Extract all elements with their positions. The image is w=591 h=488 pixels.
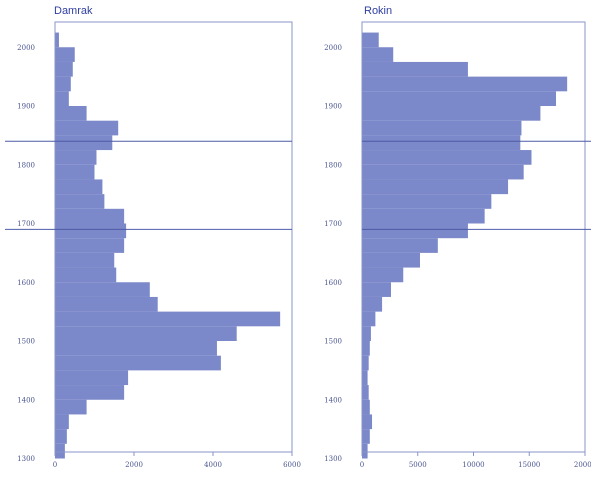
- y-tick-label: 1600: [324, 279, 342, 287]
- bar-damrak-1325: [55, 429, 67, 444]
- bar-damrak-1425: [55, 370, 129, 386]
- bar-damrak-1300: [55, 443, 65, 459]
- x-tick-label: 6000: [283, 461, 301, 469]
- bar-rokin-1475: [362, 341, 370, 356]
- bar-damrak-1675: [55, 223, 127, 239]
- plot-frame: [54, 21, 293, 453]
- bar-damrak-1950: [55, 61, 73, 77]
- bar-rokin-1800: [362, 150, 532, 165]
- bar-rokin-1575: [362, 282, 391, 297]
- bar-rokin-1700: [362, 208, 485, 224]
- bar-rokin-1750: [362, 179, 509, 195]
- bar-damrak-1875: [55, 106, 87, 121]
- x-tick-label: 5000: [409, 461, 427, 469]
- bar-rokin-1350: [362, 414, 373, 430]
- bar-rokin-1725: [362, 194, 492, 209]
- bar-damrak-1375: [55, 399, 87, 415]
- bar-damrak-1700: [55, 208, 125, 224]
- bar-damrak-1825: [55, 135, 113, 151]
- bar-damrak-1550: [55, 296, 158, 312]
- x-tick-label: 0: [53, 461, 57, 469]
- bar-damrak-1900: [55, 91, 69, 106]
- bar-rokin-1650: [362, 238, 438, 253]
- y-tick-label: 1600: [17, 279, 35, 287]
- bar-rokin-1375: [362, 399, 370, 415]
- x-tick-label: 4000: [204, 461, 222, 469]
- y-tick-label: 2000: [17, 44, 35, 52]
- bar-rokin-1900: [362, 91, 557, 106]
- bar-damrak-1800: [55, 150, 97, 165]
- bar-damrak-1525: [55, 311, 281, 327]
- x-tick-label: 2000: [125, 461, 143, 469]
- y-tick-label: 1300: [324, 455, 342, 463]
- bar-damrak-1400: [55, 385, 125, 400]
- y-tick-label: 1900: [324, 103, 342, 111]
- bar-rokin-1925: [362, 76, 568, 92]
- rokin-chart-title: Rokin: [364, 5, 392, 17]
- bar-rokin-1325: [362, 429, 370, 444]
- bar-damrak-1975: [55, 47, 75, 62]
- bar-rokin-1500: [362, 326, 371, 341]
- bar-damrak-1850: [55, 120, 119, 136]
- bar-damrak-1575: [55, 282, 150, 297]
- y-tick-label: 1400: [324, 396, 342, 404]
- bar-rokin-1525: [362, 311, 376, 327]
- bar-damrak-1650: [55, 238, 125, 253]
- bar-rokin-1875: [362, 106, 541, 121]
- y-tick-label: 2000: [324, 44, 342, 52]
- bar-rokin-1425: [362, 370, 368, 386]
- bar-damrak-1500: [55, 326, 237, 341]
- y-tick-label: 1500: [324, 338, 342, 346]
- bar-rokin-1675: [362, 223, 468, 239]
- bar-rokin-1625: [362, 252, 420, 268]
- bar-rokin-1975: [362, 47, 394, 62]
- chart-panel-damrak: 1300 1400 1500 1600 1700 1800 1900 2000 0 2000 400…: [5, 21, 301, 469]
- bar-damrak-1725: [55, 194, 105, 209]
- bar-damrak-1600: [55, 267, 117, 283]
- y-tick-label: 1700: [17, 220, 35, 228]
- bar-rokin-1600: [362, 267, 404, 283]
- bar-damrak-1475: [55, 341, 217, 356]
- bar-rokin-1550: [362, 296, 383, 312]
- y-tick-label: 1400: [17, 396, 35, 404]
- bar-rokin-1950: [362, 61, 468, 77]
- bar-rokin-2000: [362, 32, 379, 48]
- y-tick-label: 1700: [324, 220, 342, 228]
- y-tick-label: 1900: [17, 103, 35, 111]
- bar-rokin-1850: [362, 120, 522, 136]
- bar-damrak-1925: [55, 76, 71, 92]
- y-tick-label: 1500: [17, 338, 35, 346]
- bar-rokin-1400: [362, 385, 369, 400]
- bar-damrak-1450: [55, 355, 221, 371]
- bar-rokin-1450: [362, 355, 369, 371]
- damrak-chart-title: Damrak: [54, 5, 93, 17]
- bar-rokin-1825: [362, 135, 521, 151]
- bar-damrak-1625: [55, 252, 115, 268]
- bar-damrak-1350: [55, 414, 69, 430]
- bar-damrak-1750: [55, 179, 103, 195]
- bar-damrak-2000: [55, 32, 59, 48]
- x-tick-label: 10000: [462, 461, 484, 469]
- y-tick-label: 1800: [17, 161, 35, 169]
- bar-rokin-1300: [362, 443, 368, 459]
- x-tick-label: 15000: [518, 461, 540, 469]
- y-tick-label: 1800: [324, 161, 342, 169]
- bar-damrak-1775: [55, 164, 95, 180]
- bar-rokin-1775: [362, 164, 524, 180]
- y-tick-label: 1300: [17, 455, 35, 463]
- x-tick-label: 0: [360, 461, 364, 469]
